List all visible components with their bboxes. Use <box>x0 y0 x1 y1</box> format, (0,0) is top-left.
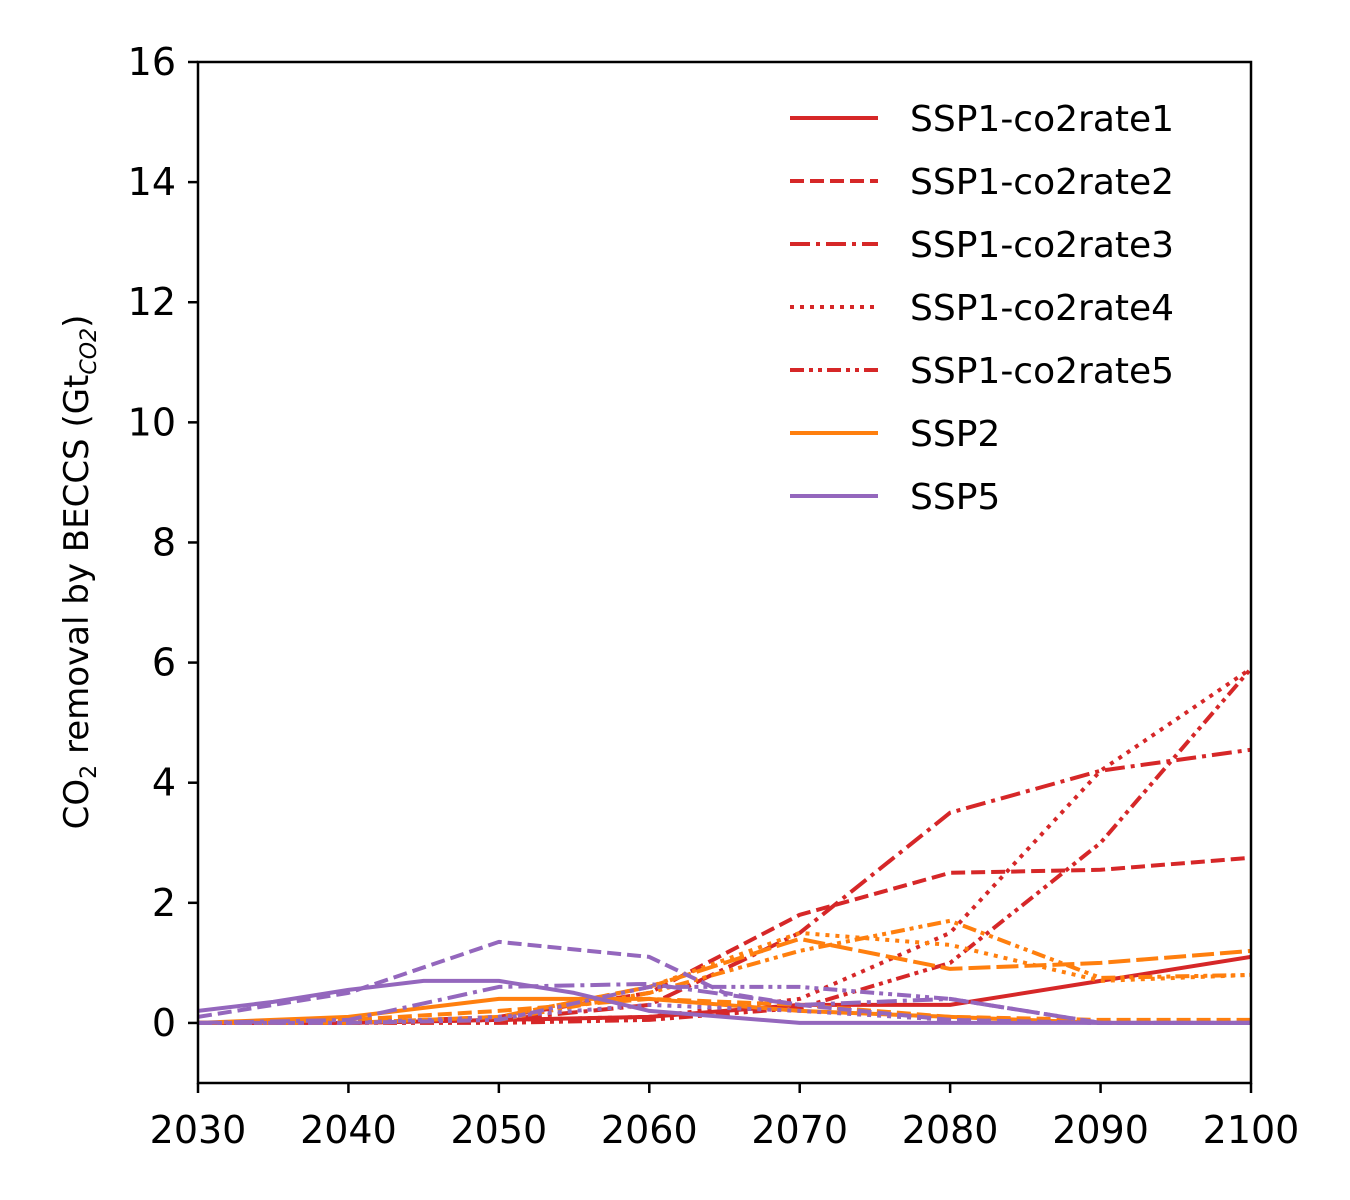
y-axis-label: CO2 removal by BECCS (GtCO2) <box>57 315 102 830</box>
y-tick-label: 2 <box>152 881 176 925</box>
y-tick-label: 16 <box>128 40 176 84</box>
series-line-unlabeled-9 <box>198 918 1251 1025</box>
x-tick-label: 2050 <box>450 1108 547 1152</box>
y-tick-label: 0 <box>152 1001 176 1045</box>
y-tick-label: 10 <box>128 400 176 444</box>
legend-label: SSP5 <box>910 477 1000 518</box>
legend-label: SSP1-co2rate1 <box>910 99 1174 140</box>
legend-label: SSP1-co2rate3 <box>910 225 1174 266</box>
legend: SSP1-co2rate1 SSP1-co2rate2 SSP1-co2rate3 S… <box>790 99 1174 518</box>
series-line-unlabeled-12 <box>198 981 1251 1025</box>
x-tick-label: 2030 <box>150 1108 247 1152</box>
series-line-ssp1-co2rate3 <box>198 747 1251 1025</box>
series-line-ssp1-co2rate5 <box>198 667 1251 1025</box>
series-line-unlabeled-14 <box>198 984 1251 1025</box>
series-line-ssp1-co2rate4 <box>198 666 1251 1025</box>
series-layer <box>198 666 1251 1025</box>
legend-label: SSP1-co2rate2 <box>910 162 1174 203</box>
x-tick-label: 2090 <box>1052 1108 1149 1152</box>
x-tick-label: 2040 <box>300 1108 397 1152</box>
x-tick-label: 2060 <box>601 1108 698 1152</box>
y-axis-ticks: 0 2 4 6 8 10 12 14 16 <box>128 40 198 1045</box>
y-tick-label: 12 <box>128 280 176 324</box>
series-line-unlabeled-6 <box>198 996 1251 1025</box>
y-tick-label: 8 <box>152 520 176 564</box>
x-tick-label: 2080 <box>902 1108 999 1152</box>
x-tick-label: 2070 <box>751 1108 848 1152</box>
x-axis-ticks: 2030 2040 2050 2060 2070 2080 2090 2100 <box>150 1083 1300 1152</box>
y-tick-label: 6 <box>152 641 176 685</box>
y-tick-label: 14 <box>128 160 176 204</box>
series-line-ssp1-co2rate2 <box>198 855 1251 1025</box>
x-tick-label: 2100 <box>1203 1108 1300 1152</box>
legend-label: SSP2 <box>910 414 1000 455</box>
series-line-unlabeled-7 <box>198 936 1251 1025</box>
y-tick-label: 4 <box>152 761 176 805</box>
plot-frame <box>196 60 1253 1085</box>
legend-label: SSP1-co2rate5 <box>910 351 1174 392</box>
legend-label: SSP1-co2rate4 <box>910 288 1174 329</box>
